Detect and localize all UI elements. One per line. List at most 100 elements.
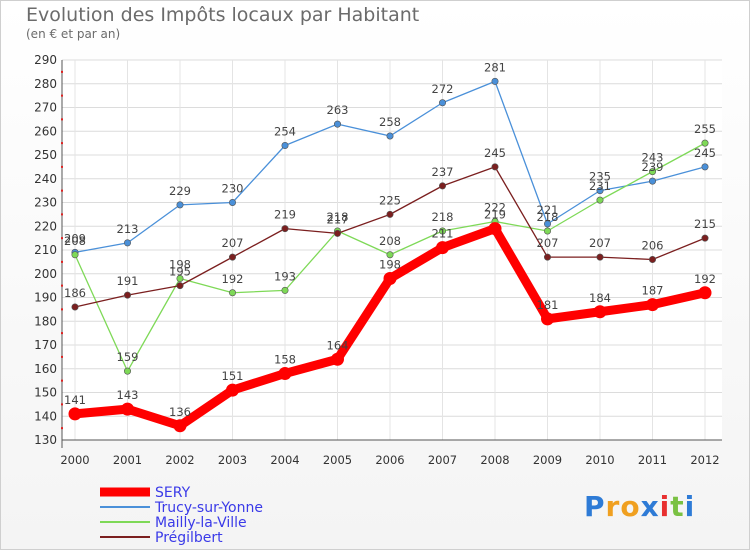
y-tick-label: 220 (34, 219, 57, 233)
data-point-Mailly-la-Ville (701, 139, 709, 147)
data-point-Trucy-sur-Yonne (176, 201, 184, 209)
chart-title: Evolution des Impôts locaux par Habitant (26, 4, 420, 26)
data-point-Mailly-la-Ville (648, 168, 656, 176)
data-point-Prégilbert (71, 303, 79, 311)
data-point-SERY (698, 286, 712, 300)
data-label-Mailly-la-Ville: 208 (64, 234, 86, 248)
data-label-SERY: 219 (484, 208, 506, 222)
y-tick-label: 150 (34, 386, 57, 400)
data-label-SERY: 136 (169, 405, 191, 419)
x-tick-label: 2005 (323, 453, 352, 467)
legend-label-Trucy-sur-Yonne: Trucy-sur-Yonne (154, 500, 263, 516)
data-point-Trucy-sur-Yonne (596, 187, 604, 195)
logo-letter: P (584, 490, 606, 523)
data-label-Prégilbert: 207 (589, 236, 611, 250)
chart-subtitle: (en € et par an) (26, 27, 121, 41)
data-label-Prégilbert: 225 (379, 193, 401, 207)
data-point-Prégilbert (701, 234, 709, 242)
data-label-Trucy-sur-Yonne: 258 (379, 115, 401, 129)
data-label-Trucy-sur-Yonne: 235 (589, 170, 611, 184)
x-tick-label: 2009 (533, 453, 562, 467)
data-label-Prégilbert: 217 (327, 212, 349, 226)
data-point-SERY (541, 312, 554, 326)
y-tick-label: 200 (34, 267, 57, 281)
x-tick-label: 2012 (690, 453, 719, 467)
y-tick-label: 160 (34, 362, 57, 376)
x-tick-label: 2000 (60, 453, 89, 467)
data-label-Prégilbert: 191 (117, 274, 139, 288)
data-point-Mailly-la-Ville (386, 251, 394, 259)
y-tick-label: 270 (34, 101, 57, 115)
logo-letter: r (605, 490, 621, 523)
data-point-Trucy-sur-Yonne (281, 142, 289, 150)
legend-label-SERY: SERY (155, 485, 191, 501)
data-point-Prégilbert (229, 253, 237, 261)
data-point-Prégilbert (176, 282, 184, 290)
data-point-Mailly-la-Ville (596, 196, 604, 204)
data-point-SERY (173, 419, 187, 433)
x-tick-label: 2006 (375, 453, 404, 467)
data-point-Mailly-la-Ville (229, 289, 237, 297)
data-label-Mailly-la-Ville: 208 (379, 234, 401, 248)
data-point-Mailly-la-Ville (281, 286, 289, 294)
data-point-SERY (593, 305, 607, 319)
data-label-Mailly-la-Ville: 192 (222, 272, 244, 286)
data-label-SERY: 164 (327, 338, 349, 352)
y-tick-label: 170 (34, 338, 57, 352)
x-tick-label: 2004 (270, 453, 299, 467)
legend-label-Prégilbert: Prégilbert (155, 530, 223, 546)
data-label-Trucy-sur-Yonne: 281 (484, 60, 506, 74)
data-label-Trucy-sur-Yonne: 272 (432, 82, 454, 96)
data-label-SERY: 151 (222, 369, 244, 383)
x-tick-label: 2001 (113, 453, 142, 467)
data-label-Trucy-sur-Yonne: 263 (327, 103, 349, 117)
data-label-SERY: 187 (642, 284, 664, 298)
data-point-Mailly-la-Ville (438, 227, 446, 235)
y-tick-label: 290 (34, 53, 57, 67)
data-point-Prégilbert (281, 225, 289, 233)
logo-letter: i (684, 490, 696, 523)
data-point-Trucy-sur-Yonne (229, 199, 237, 207)
data-label-Mailly-la-Ville: 218 (537, 210, 559, 224)
data-label-Prégilbert: 219 (274, 208, 296, 222)
data-point-Prégilbert (386, 210, 394, 218)
data-label-Trucy-sur-Yonne: 230 (222, 182, 244, 196)
x-tick-label: 2003 (218, 453, 247, 467)
data-point-Trucy-sur-Yonne (491, 77, 499, 85)
data-point-Prégilbert (491, 163, 499, 171)
data-label-SERY: 198 (379, 258, 401, 272)
data-label-Trucy-sur-Yonne: 245 (694, 146, 716, 160)
data-label-SERY: 181 (537, 298, 559, 312)
data-point-SERY (121, 402, 134, 416)
data-label-SERY: 192 (694, 272, 716, 286)
x-tick-label: 2011 (638, 453, 667, 467)
data-label-Mailly-la-Ville: 222 (484, 201, 506, 215)
data-point-Trucy-sur-Yonne (438, 99, 446, 107)
y-tick-label: 140 (34, 409, 57, 423)
data-label-Prégilbert: 186 (64, 286, 86, 300)
data-point-Trucy-sur-Yonne (333, 120, 341, 128)
data-point-Prégilbert (124, 291, 132, 299)
data-point-Prégilbert (648, 255, 656, 263)
data-label-Mailly-la-Ville: 218 (432, 210, 454, 224)
data-label-Mailly-la-Ville: 231 (589, 179, 611, 193)
x-tick-label: 2008 (480, 453, 509, 467)
data-point-Trucy-sur-Yonne (386, 132, 394, 140)
data-label-Trucy-sur-Yonne: 254 (274, 125, 296, 139)
data-label-Prégilbert: 206 (642, 239, 664, 253)
data-label-SERY: 184 (589, 291, 611, 305)
y-tick-label: 210 (34, 243, 57, 257)
data-label-Trucy-sur-Yonne: 209 (64, 231, 86, 245)
y-tick-label: 250 (34, 148, 57, 162)
data-point-Trucy-sur-Yonne (701, 163, 709, 171)
x-tick-label: 2007 (428, 453, 457, 467)
data-label-SERY: 141 (64, 393, 86, 407)
data-label-Mailly-la-Ville: 159 (117, 350, 139, 364)
y-tick-label: 230 (34, 196, 57, 210)
data-label-Trucy-sur-Yonne: 221 (537, 203, 559, 217)
logo-letter: i (659, 490, 671, 523)
logo-letter: o (620, 490, 641, 523)
data-point-Prégilbert (596, 253, 604, 261)
data-label-Trucy-sur-Yonne: 229 (169, 184, 191, 198)
